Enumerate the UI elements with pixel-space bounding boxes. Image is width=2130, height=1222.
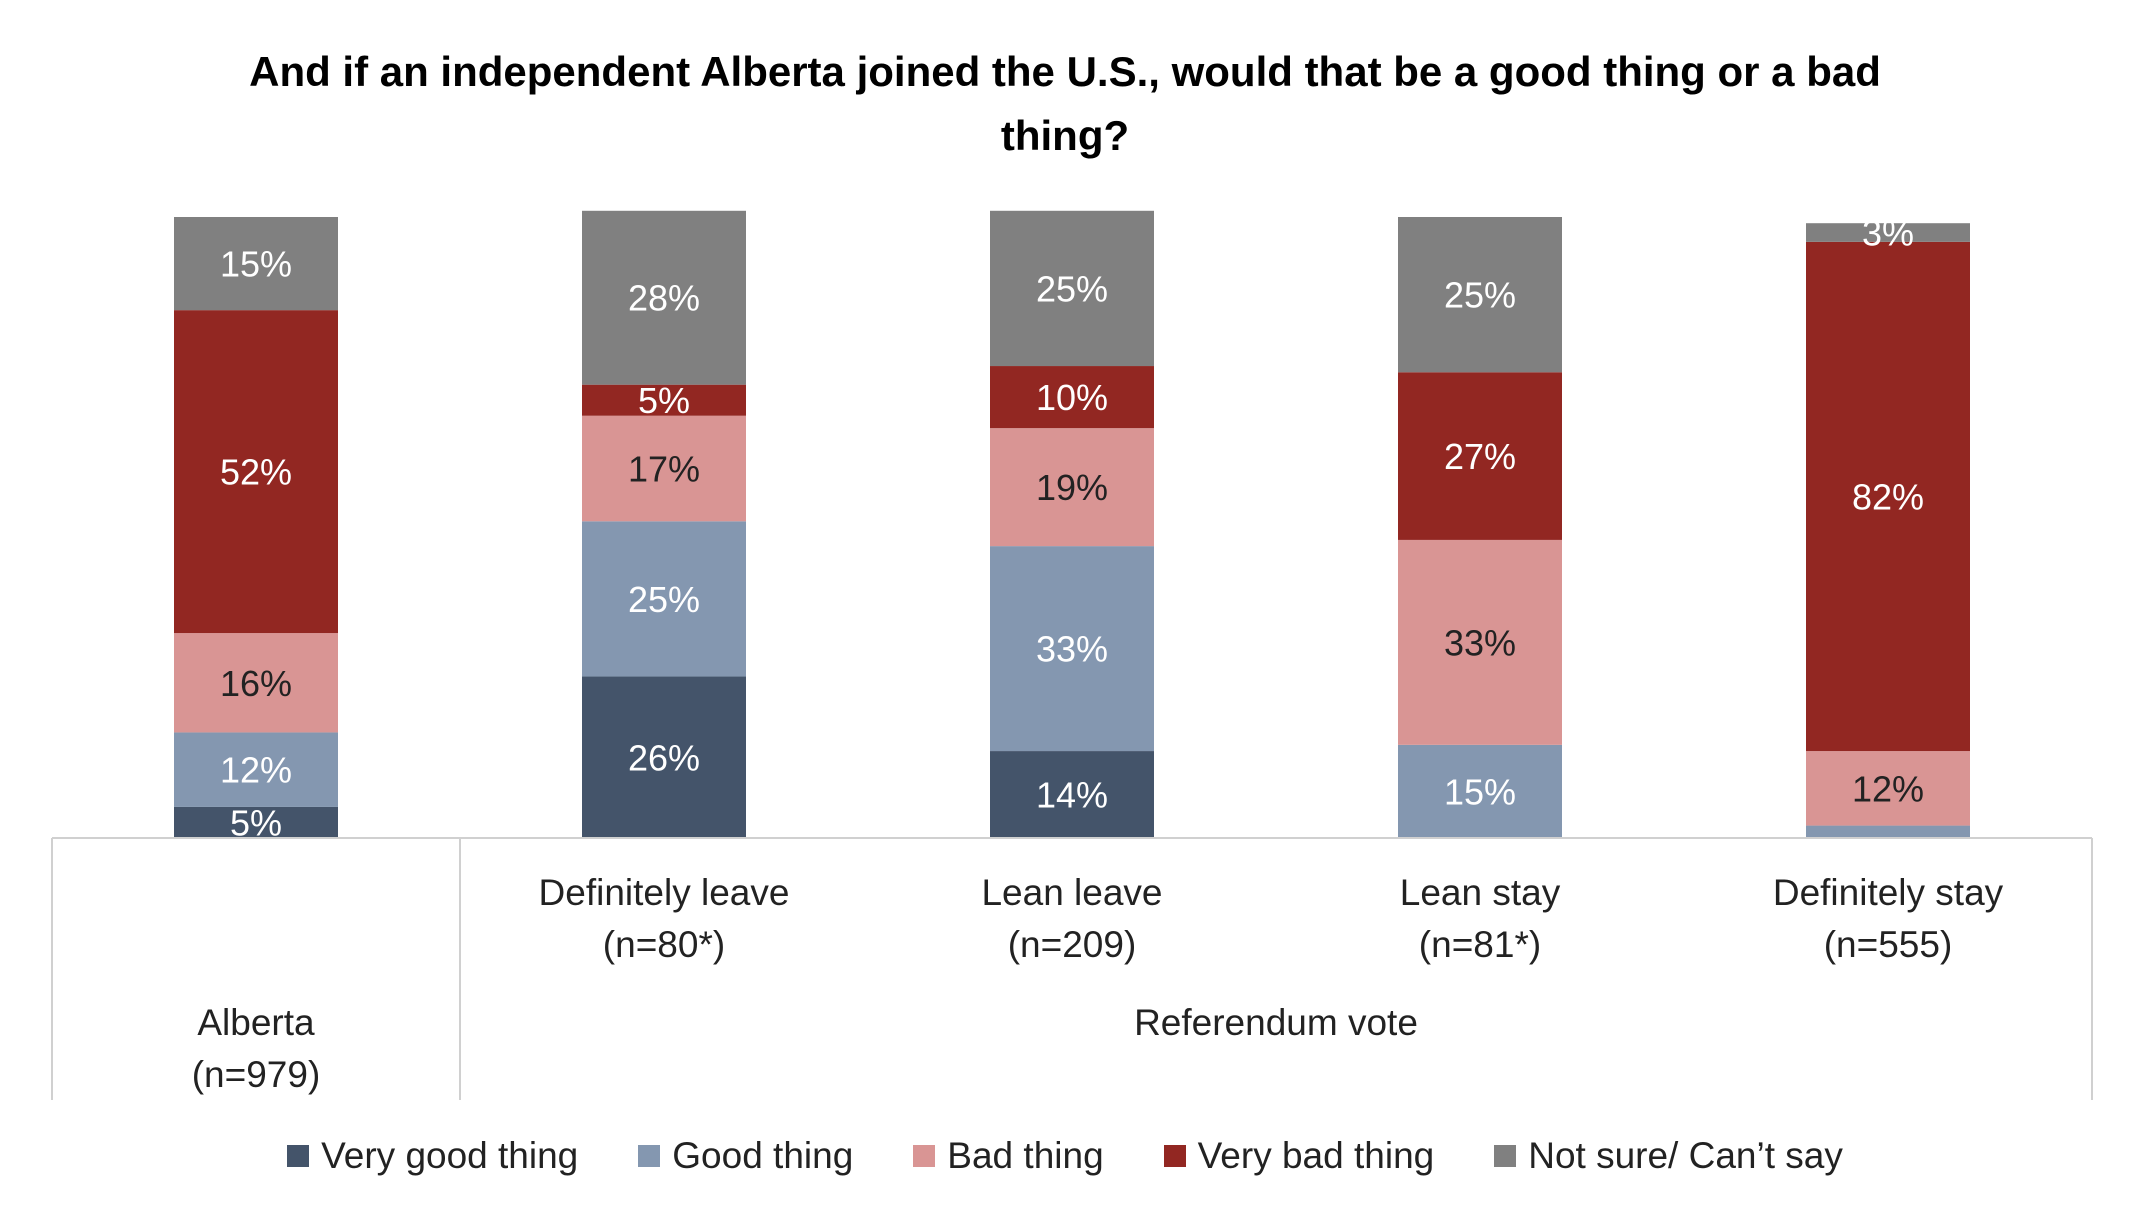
bar-segment	[174, 806, 338, 838]
bar-segment	[582, 415, 746, 522]
legend-label: Not sure/ Can’t say	[1528, 1135, 1843, 1176]
legend-label: Very bad thing	[1197, 1135, 1435, 1176]
legend-swatch	[287, 1145, 310, 1167]
legend-label: Bad thing	[947, 1135, 1104, 1176]
x-tick-label: (n=209)	[1008, 924, 1137, 965]
data-label: 25%	[1444, 275, 1516, 316]
data-label: 10%	[1036, 377, 1108, 418]
data-label: 25%	[1036, 268, 1108, 309]
bar-segment	[582, 676, 746, 838]
legend-label: Good thing	[672, 1135, 854, 1176]
data-label: 5%	[638, 380, 690, 421]
data-label: 26%	[628, 737, 700, 778]
bar-segment	[1806, 825, 1970, 838]
data-label: 15%	[1444, 771, 1516, 812]
legend-label: Very good thing	[321, 1135, 579, 1176]
bar-segment	[990, 751, 1154, 838]
x-tick-label: Alberta	[197, 1002, 315, 1043]
data-label: 33%	[1036, 629, 1108, 670]
bar-segment	[990, 366, 1154, 429]
legend-swatch	[638, 1145, 661, 1167]
data-label: 3%	[1862, 213, 1914, 254]
bar-segment	[1398, 744, 1562, 838]
data-label: 17%	[628, 449, 700, 490]
x-tick-label: (n=80*)	[603, 924, 725, 965]
x-tick-label: (n=81*)	[1419, 924, 1541, 965]
bar-segment	[1806, 751, 1970, 826]
legend-item: Good thing	[638, 1135, 853, 1177]
bar-segment	[1806, 223, 1970, 242]
bar-segment	[582, 521, 746, 677]
data-label: 28%	[628, 278, 700, 319]
bar-segment	[1806, 241, 1970, 752]
legend-swatch	[913, 1145, 936, 1167]
x-tick-label: Lean stay	[1400, 872, 1561, 913]
legend-item: Very bad thing	[1163, 1135, 1435, 1177]
bar-segment	[990, 210, 1154, 367]
bar-segment	[174, 633, 338, 733]
bar-segment	[1398, 539, 1562, 745]
legend-swatch	[1163, 1145, 1186, 1167]
bar-segment	[1398, 372, 1562, 540]
bar-segment	[174, 732, 338, 807]
data-label: 12%	[1852, 768, 1924, 809]
bar-segment	[990, 546, 1154, 752]
legend-swatch	[1494, 1145, 1517, 1167]
chart-legend: Very good thing Good thing Bad thing Very b…	[0, 1135, 2130, 1177]
x-tick-label: Definitely leave	[539, 872, 790, 913]
data-label: 27%	[1444, 436, 1516, 477]
x-tick-label: (n=979)	[192, 1054, 321, 1095]
x-tick-label: (n=555)	[1824, 924, 1953, 965]
bar-segment	[582, 210, 746, 385]
data-label: 33%	[1444, 622, 1516, 663]
chart-title: And if an independent Alberta joined the…	[249, 48, 1881, 159]
x-tick-label: Definitely stay	[1773, 872, 2004, 913]
data-label: 15%	[220, 244, 292, 285]
data-label: 16%	[220, 663, 292, 704]
legend-item: Bad thing	[913, 1135, 1104, 1177]
data-label: 5%	[230, 802, 282, 843]
data-label: 12%	[220, 750, 292, 791]
data-label: 19%	[1036, 467, 1108, 508]
bar-segment	[174, 217, 338, 311]
legend-item: Very good thing	[287, 1135, 578, 1177]
group-label: Referendum vote	[1134, 1002, 1418, 1043]
x-tick-label: Lean leave	[981, 872, 1162, 913]
bar-segment	[990, 428, 1154, 547]
data-label: 25%	[628, 579, 700, 620]
bar-segment	[174, 310, 338, 634]
data-label: 14%	[1036, 775, 1108, 816]
legend-item: Not sure/ Can’t say	[1494, 1135, 1843, 1177]
bar-segment	[1398, 217, 1562, 373]
bar-segment	[582, 384, 746, 416]
data-label: 82%	[1852, 476, 1924, 517]
data-label: 52%	[220, 452, 292, 493]
